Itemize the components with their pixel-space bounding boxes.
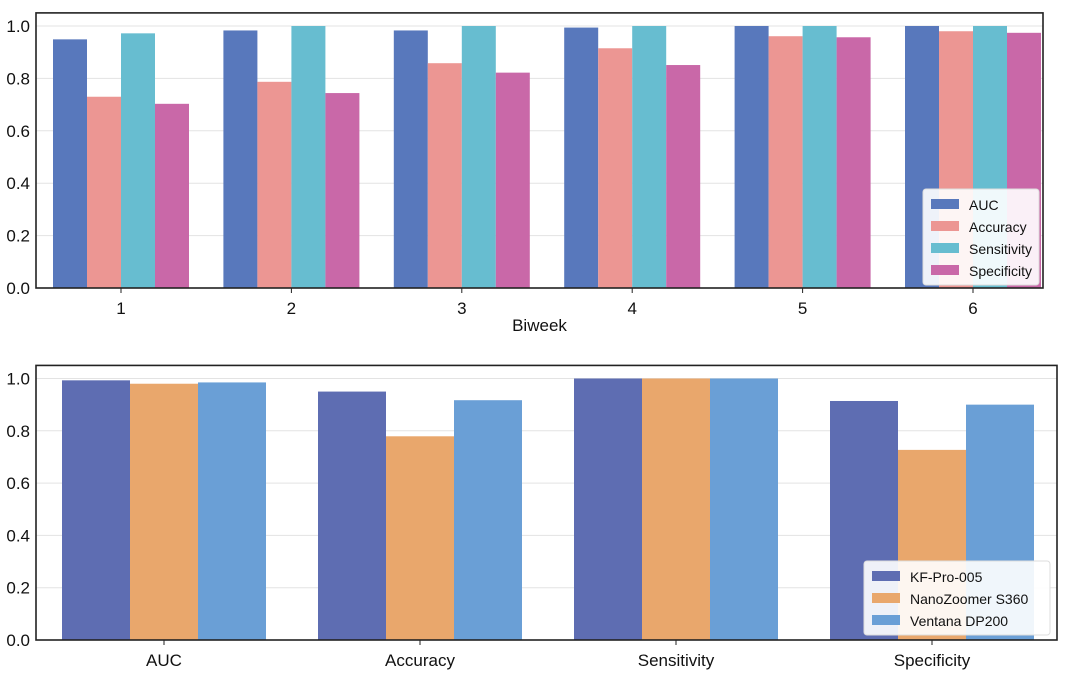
bar-nanozoomer-s360 [130,383,198,640]
bar-kf-pro-005 [62,380,130,640]
bar-accuracy [598,48,633,288]
x-tick-label: Accuracy [385,651,455,670]
x-tick-label: 2 [287,299,296,318]
y-tick-label: 0.2 [6,579,30,598]
bar-auc [393,30,428,288]
legend-swatch [872,615,900,625]
bar-nanozoomer-s360 [642,378,710,640]
bar-specificity [836,37,871,289]
bar-sensitivity [632,26,667,288]
x-tick-label: Sensitivity [638,651,715,670]
bar-ventana-dp200 [454,400,522,640]
y-tick-label: 0.4 [6,174,30,193]
legend-swatch [931,265,959,275]
bar-auc [734,26,769,288]
plot-frame [35,364,1058,641]
x-tick-label: Specificity [894,651,971,670]
x-axis-label: Biweek [512,316,567,335]
y-tick-label: 0.8 [6,69,30,88]
bar-auc [564,27,599,289]
bar-auc [53,39,87,288]
y-tick-label: 1.0 [6,17,30,36]
y-tick-label: 0.6 [6,474,30,493]
legend-swatch [872,571,900,581]
legend-label: NanoZoomer S360 [910,591,1029,607]
bar-kf-pro-005 [318,391,386,640]
legend: KF-Pro-005 NanoZoomer S360 Ventana DP200 [863,560,1051,636]
legend-swatch [931,199,959,209]
bar-sensitivity [291,26,326,288]
x-tick-label: AUC [146,651,182,670]
legend-label: AUC [969,197,999,213]
bar-specificity [155,103,189,289]
bar-sensitivity [121,33,155,288]
bar-specificity [666,65,701,289]
y-tick-label: 0.2 [6,227,30,246]
legend-swatch [872,593,900,603]
y-tick-label: 0.6 [6,122,30,141]
biweek-metrics-chart: 0.0 0.2 0.4 0.6 0.8 1.0 1 2 3 4 5 6 Biweek AUC Accurac… [6,12,1044,335]
x-tick-label: 5 [798,299,807,318]
plot-frame [35,12,1044,289]
legend-label: KF-Pro-005 [910,569,983,585]
y-tick-label: 0.4 [6,526,30,545]
bar-accuracy [768,36,803,288]
x-tick-label: 6 [968,299,977,318]
x-tick-label: 4 [627,299,636,318]
y-tick-label: 0.0 [6,631,30,650]
bar-specificity [325,93,360,289]
legend-label: Specificity [969,263,1032,279]
y-tick-label: 1.0 [6,370,30,389]
bar-accuracy [427,63,462,289]
bar-sensitivity [802,26,837,288]
y-tick-label: 0.0 [6,279,30,298]
legend-label: Sensitivity [969,241,1032,257]
bar-specificity [495,72,530,288]
legend-label: Accuracy [969,219,1027,235]
bar-auc [223,30,258,288]
x-tick-label: 3 [457,299,466,318]
legend-swatch [931,221,959,231]
bar-ventana-dp200 [198,382,266,640]
legend-box [863,560,1051,636]
x-tick-label: 1 [116,299,125,318]
legend-swatch [931,243,959,253]
legend-box [922,188,1040,286]
legend: AUC Accuracy Sensitivity Specificity [922,188,1040,286]
bar-accuracy [257,81,292,288]
bar-kf-pro-005 [574,378,642,640]
legend-label: Ventana DP200 [910,613,1008,629]
bar-nanozoomer-s360 [386,436,454,640]
bar-accuracy [87,96,121,289]
scanner-comparison-chart: 0.0 0.2 0.4 0.6 0.8 1.0 AUC Accuracy Sensitivity… [6,364,1058,670]
bar-ventana-dp200 [710,378,778,640]
y-tick-label: 0.8 [6,422,30,441]
bar-sensitivity [461,26,496,288]
